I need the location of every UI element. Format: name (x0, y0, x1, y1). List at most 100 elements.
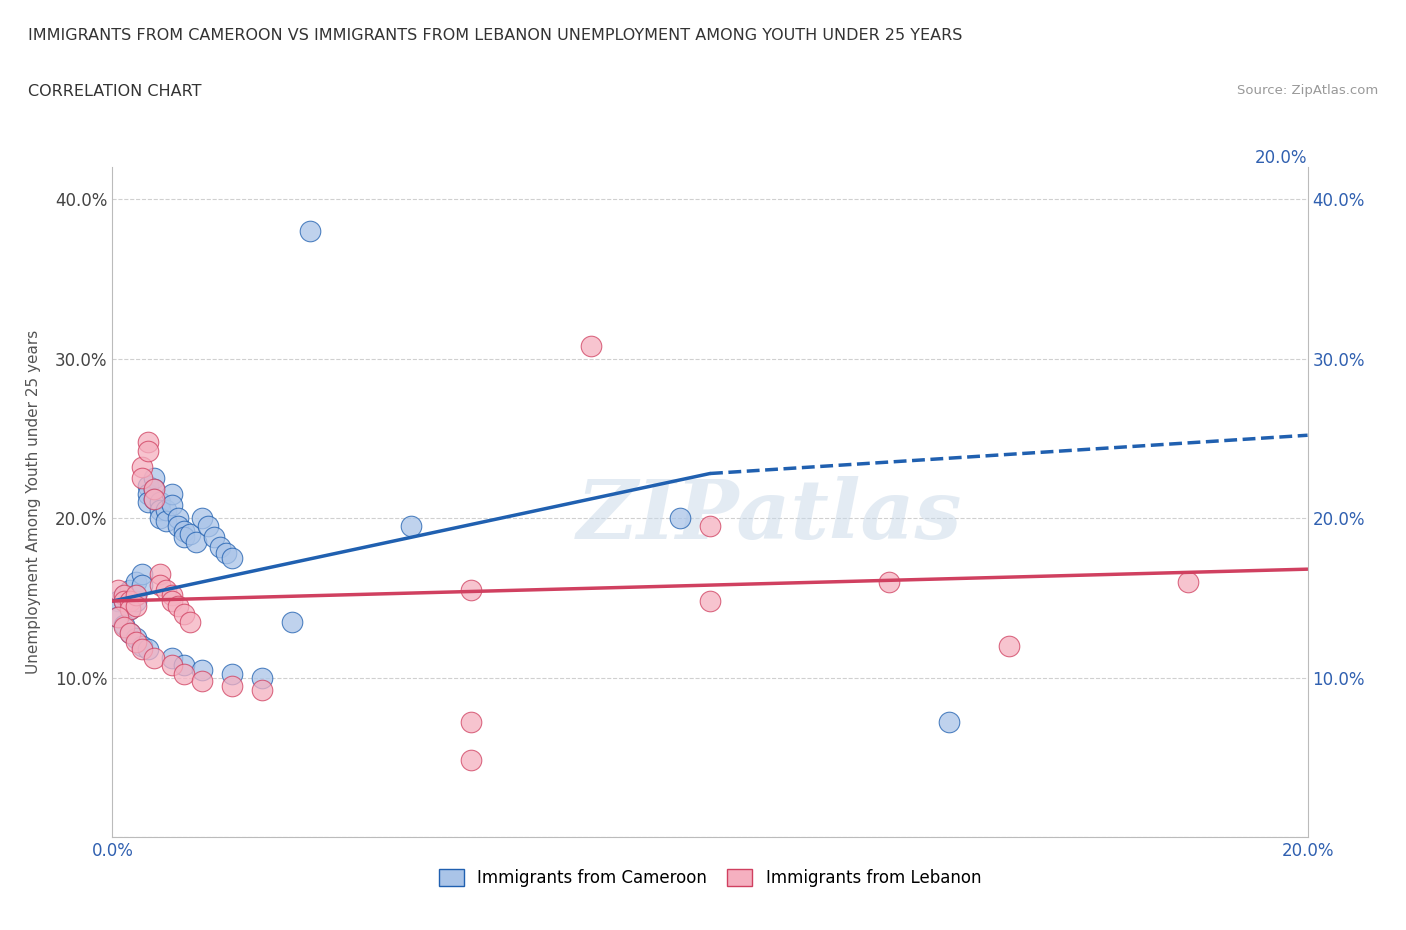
Point (191, 511, 214, 525)
Point (579, 339, 602, 353)
Point (173, 606, 195, 621)
Point (143, 651, 166, 666)
Point (173, 524, 195, 538)
Point (125, 575, 148, 590)
Text: CORRELATION CHART: CORRELATION CHART (28, 84, 201, 99)
Point (669, 511, 692, 525)
Text: IMMIGRANTS FROM CAMEROON VS IMMIGRANTS FROM LEBANON UNEMPLOYMENT AMONG YOUTH UND: IMMIGRANTS FROM CAMEROON VS IMMIGRANTS F… (28, 28, 963, 43)
Point (131, 638, 153, 653)
Point (114, 619, 135, 634)
Point (114, 593, 135, 608)
Point (120, 593, 142, 608)
Point (197, 519, 219, 534)
Point (107, 582, 129, 597)
Point (173, 667, 195, 682)
Point (179, 526, 201, 541)
Point (221, 678, 243, 693)
Point (143, 482, 166, 497)
Y-axis label: Unemployment Among Youth under 25 years: Unemployment Among Youth under 25 years (27, 330, 41, 674)
Point (401, 519, 423, 534)
Point (120, 602, 142, 617)
Point (1177, 575, 1199, 590)
Point (125, 598, 148, 613)
Point (143, 482, 166, 497)
Point (162, 593, 183, 608)
Point (167, 519, 190, 534)
Point (114, 593, 135, 608)
Point (215, 546, 238, 561)
Point (107, 593, 129, 608)
Point (120, 626, 142, 641)
Point (298, 224, 321, 239)
Point (250, 671, 273, 685)
Text: 20.0%: 20.0% (1256, 150, 1308, 167)
Point (149, 566, 172, 581)
Point (162, 587, 183, 602)
Point (114, 587, 135, 602)
Point (143, 471, 166, 485)
Point (699, 593, 721, 608)
Point (131, 566, 153, 581)
Point (114, 587, 135, 602)
Point (191, 662, 214, 677)
Point (149, 511, 172, 525)
Point (460, 582, 482, 597)
Point (998, 638, 1021, 653)
Point (162, 658, 183, 672)
Point (173, 658, 195, 672)
Point (143, 492, 166, 507)
Point (221, 667, 243, 682)
Point (120, 626, 142, 641)
Point (167, 511, 190, 525)
Point (186, 535, 208, 550)
Point (155, 514, 177, 529)
Point (120, 602, 142, 617)
Point (155, 503, 177, 518)
Point (938, 715, 960, 730)
Point (131, 459, 153, 474)
Point (460, 715, 482, 730)
Point (138, 495, 160, 510)
Point (120, 582, 142, 597)
Point (202, 530, 225, 545)
Point (138, 642, 160, 657)
Point (149, 495, 172, 510)
Point (107, 609, 129, 624)
Point (114, 618, 135, 632)
Point (209, 539, 232, 554)
Point (191, 673, 214, 688)
Point (138, 479, 160, 494)
Legend: Immigrants from Cameroon, Immigrants from Lebanon: Immigrants from Cameroon, Immigrants fro… (430, 861, 990, 896)
Point (143, 492, 166, 507)
Point (138, 444, 160, 458)
Point (162, 486, 183, 501)
Point (250, 683, 273, 698)
Point (107, 609, 129, 624)
Point (125, 631, 148, 645)
Point (162, 498, 183, 512)
Point (179, 615, 201, 630)
Text: ZIPatlas: ZIPatlas (576, 475, 963, 555)
Point (125, 587, 148, 602)
Point (173, 530, 195, 545)
Point (138, 486, 160, 501)
Point (125, 635, 148, 650)
Point (167, 598, 190, 613)
Point (162, 651, 183, 666)
Point (125, 587, 148, 602)
Point (221, 551, 243, 565)
Point (149, 578, 172, 592)
Point (155, 582, 177, 597)
Point (699, 519, 721, 534)
Point (120, 593, 142, 608)
Point (460, 753, 482, 768)
Point (138, 434, 160, 449)
Point (131, 471, 153, 485)
Point (879, 575, 901, 590)
Text: Source: ZipAtlas.com: Source: ZipAtlas.com (1237, 84, 1378, 97)
Point (125, 593, 148, 608)
Point (281, 615, 304, 630)
Point (149, 503, 172, 518)
Point (131, 642, 153, 657)
Point (131, 578, 153, 592)
